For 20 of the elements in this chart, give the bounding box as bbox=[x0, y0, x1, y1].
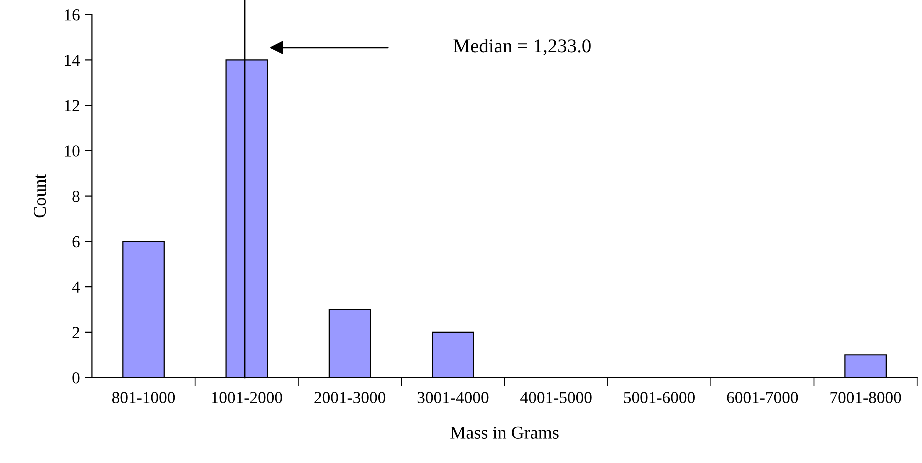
y-tick-label: 6 bbox=[72, 236, 80, 248]
y-axis-title: Count bbox=[34, 174, 46, 218]
x-tick-label: 4001-5000 bbox=[520, 392, 592, 404]
y-tick-label: 14 bbox=[65, 54, 80, 66]
ref-line-label: Median = 1,233.0 bbox=[454, 39, 591, 56]
x-axis-title: Mass in Grams bbox=[450, 426, 559, 439]
x-tick-label: 6001-7000 bbox=[727, 392, 798, 404]
x-tick-label: 1001-2000 bbox=[212, 392, 282, 404]
y-tick-label: 4 bbox=[72, 282, 80, 293]
y-tick-label: 16 bbox=[65, 10, 80, 21]
x-tick-label: 7001-8000 bbox=[830, 392, 902, 404]
x-tick-label: 3001-4000 bbox=[418, 392, 489, 404]
x-tick-label: 801-1000 bbox=[112, 392, 176, 404]
x-tick-label: 5001-6000 bbox=[624, 392, 695, 404]
x-tick-label: 2001-3000 bbox=[314, 392, 386, 404]
y-tick-label: 12 bbox=[65, 100, 80, 112]
y-tick-label: 0 bbox=[72, 372, 80, 384]
y-tick-label: 8 bbox=[72, 191, 80, 202]
y-tick-label: 2 bbox=[72, 327, 80, 338]
y-tick-label: 10 bbox=[65, 146, 80, 157]
